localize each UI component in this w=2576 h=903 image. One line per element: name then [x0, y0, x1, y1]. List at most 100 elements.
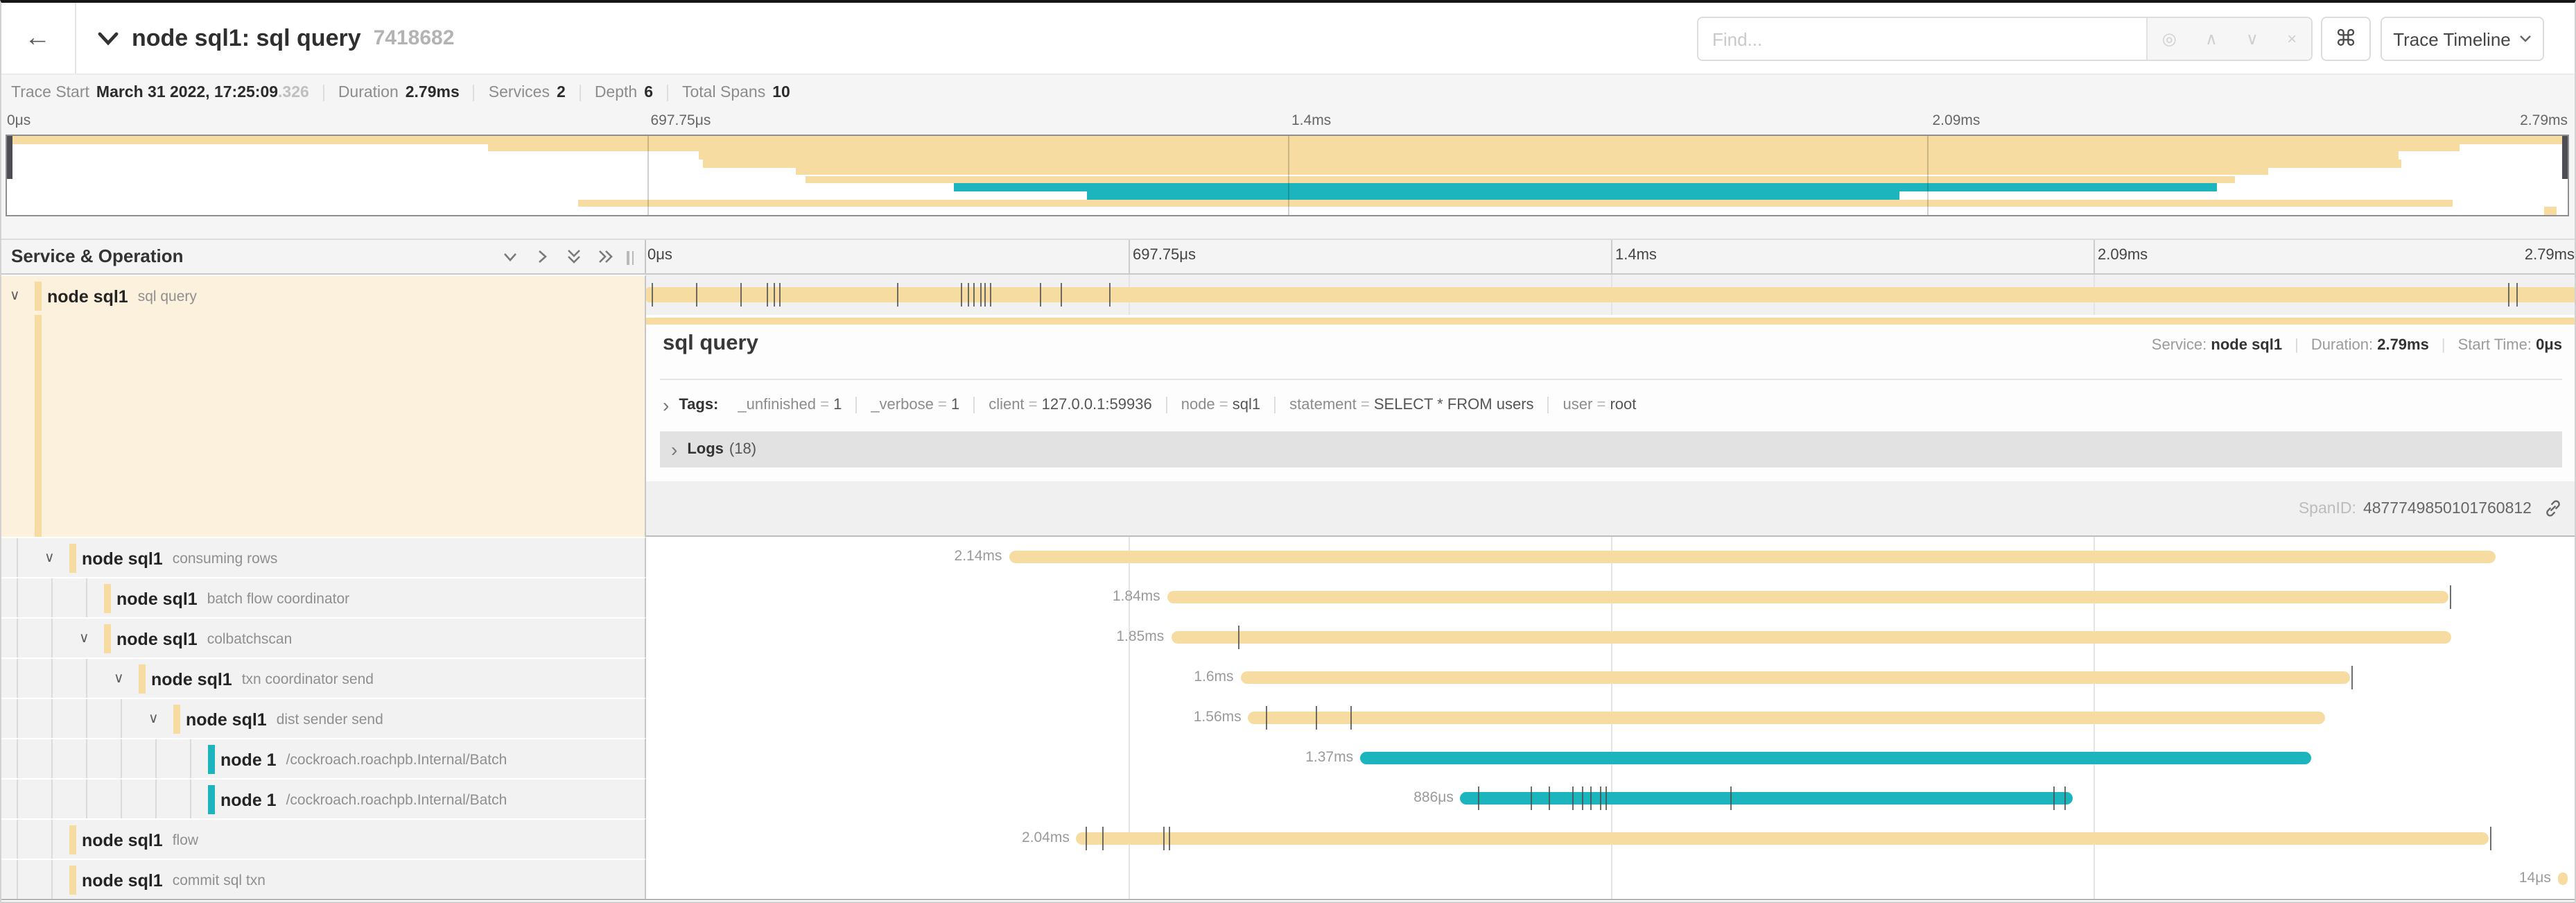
- span-bar[interactable]: [1248, 712, 2326, 724]
- span-row[interactable]: ∨ node sql1 dist sender send 1.56ms: [0, 698, 2576, 738]
- services-stat: Services 2: [475, 85, 581, 101]
- tree-row-sql-query[interactable]: ∨ node sql1 sql query: [0, 275, 646, 315]
- log-tick-mark: [740, 283, 742, 307]
- expand-one-chevron-right-icon[interactable]: [534, 248, 550, 265]
- span-row[interactable]: ∨ node sql1 consuming rows 2.14ms: [0, 537, 2576, 577]
- span-timeline-cell[interactable]: 1.56ms: [646, 698, 2576, 738]
- column-resize-grip[interactable]: [627, 251, 634, 265]
- tree-indent-guide: [190, 780, 191, 818]
- span-detail-row: sql query Service: node sql1 | Duration:…: [0, 315, 2576, 537]
- span-row[interactable]: node sql1 flow 2.04ms: [0, 818, 2576, 859]
- log-tick-mark: [2516, 283, 2518, 307]
- tree-row-commit-sql-txn[interactable]: node sql1 commit sql txn: [0, 859, 646, 899]
- view-options-button[interactable]: Trace Timeline: [2381, 17, 2544, 61]
- service-color-bar: [139, 664, 145, 694]
- span-row[interactable]: node sql1 batch flow coordinator 1.84ms: [0, 577, 2576, 617]
- collapse-trace-chevron-icon[interactable]: [97, 31, 119, 45]
- log-tick-mark: [1040, 283, 1042, 307]
- span-row[interactable]: ∨ node sql1 colbatchscan 1.85ms: [0, 617, 2576, 657]
- span-timeline-cell[interactable]: 1.84ms: [646, 577, 2576, 617]
- trace-minimap[interactable]: [6, 135, 2569, 216]
- minimap-span-bar: [577, 199, 2453, 207]
- tree-indent-guide: [17, 538, 18, 577]
- find-input[interactable]: [1698, 18, 2146, 60]
- span-bar[interactable]: [1171, 631, 2451, 644]
- ruler-gridline: [1611, 240, 1612, 273]
- span-row[interactable]: node 1/cockroach.roachpb.Internal/Batch 1…: [0, 738, 2576, 778]
- collapse-all-double-chevron-down-icon[interactable]: [566, 248, 582, 265]
- prev-result-icon[interactable]: ∧: [2205, 29, 2218, 49]
- tree-row--cockroach-roachpb-internal-batch[interactable]: node 1/cockroach.roachpb.Internal/Batch: [0, 738, 646, 778]
- logs-section[interactable]: › Logs (18): [660, 431, 2562, 467]
- span-bar[interactable]: [1167, 591, 2449, 603]
- span-bar[interactable]: [1240, 671, 2351, 684]
- tree-row-flow[interactable]: node sql1 flow: [0, 818, 646, 859]
- tags-section[interactable]: › Tags: _unfinished = 1 _verbose = 1 clien…: [663, 387, 2562, 423]
- span-name-label: node sql1 txn coordinator send: [151, 659, 374, 699]
- tree-indent-guide: [51, 578, 53, 617]
- operation-name: txn coordinator send: [241, 671, 374, 687]
- deep-link-icon[interactable]: [2544, 499, 2562, 517]
- operation-name: /cockroach.roachpb.Internal/Batch: [286, 751, 507, 768]
- trace-info-bar: Trace Start March 31 2022, 17:25:09.326 …: [0, 75, 804, 111]
- span-timeline-cell[interactable]: 1.85ms: [646, 617, 2576, 657]
- span-row[interactable]: ∨ node sql1 sql query: [0, 275, 2576, 315]
- tree-indent-guide: [86, 659, 87, 698]
- span-timeline-cell[interactable]: 1.37ms: [646, 738, 2576, 778]
- tree-indent-guide: [86, 739, 87, 778]
- span-timeline-cell[interactable]: 2.14ms: [646, 537, 2576, 577]
- tree-row-consuming-rows[interactable]: ∨ node sql1 consuming rows: [0, 537, 646, 577]
- tree-row-txn-coordinator-send[interactable]: ∨ node sql1 txn coordinator send: [0, 657, 646, 698]
- span-row[interactable]: ∨ node sql1 txn coordinator send 1.6ms: [0, 657, 2576, 698]
- tree-indent-guide: [51, 699, 53, 738]
- tree-expand-chevron-icon[interactable]: ∨: [79, 631, 89, 646]
- span-timeline-cell[interactable]: 14μs: [646, 859, 2576, 899]
- span-bar[interactable]: [1360, 752, 2312, 764]
- span-bar[interactable]: [2557, 872, 2568, 885]
- tree-row-dist-sender-send[interactable]: ∨ node sql1 dist sender send: [0, 698, 646, 738]
- span-duration-label: 2.14ms: [954, 548, 1002, 565]
- tags-expand-chevron-icon[interactable]: ›: [663, 394, 670, 416]
- tree-row-batch-flow-coordinator[interactable]: node sql1 batch flow coordinator: [0, 577, 646, 617]
- log-tick-mark: [1549, 786, 1551, 810]
- span-duration-label: 2.04ms: [1021, 829, 1070, 846]
- tree-expand-chevron-icon[interactable]: ∨: [44, 551, 55, 566]
- back-button[interactable]: ←: [0, 3, 76, 74]
- span-row[interactable]: node sql1 commit sql txn 14μs: [0, 859, 2576, 899]
- span-timeline-cell[interactable]: 1.6ms: [646, 657, 2576, 698]
- tag-pair: statement = SELECT * FROM users: [1276, 397, 1549, 413]
- span-timeline-cell[interactable]: 2.04ms: [646, 818, 2576, 859]
- ruler-axis-label: 697.75μs: [1133, 247, 1196, 264]
- span-bar[interactable]: [646, 287, 2576, 302]
- next-result-icon[interactable]: ∨: [2246, 29, 2259, 49]
- minimap-gridline: [1927, 136, 1929, 215]
- span-timeline-cell[interactable]: 886μs: [646, 778, 2576, 818]
- log-tick-mark: [2064, 786, 2066, 810]
- service-color-bar: [69, 825, 76, 854]
- span-bar[interactable]: [1076, 832, 2489, 845]
- service-color-bar: [35, 282, 41, 311]
- logs-expand-chevron-icon[interactable]: ›: [671, 438, 678, 461]
- span-row[interactable]: node 1/cockroach.roachpb.Internal/Batch 8…: [0, 778, 2576, 818]
- collapse-all-chevron-down-icon[interactable]: [502, 248, 519, 265]
- tree-expand-chevron-icon[interactable]: ∨: [10, 289, 20, 304]
- span-id-label: SpanID:: [2298, 500, 2356, 517]
- operation-name: batch flow coordinator: [207, 590, 350, 607]
- span-bar[interactable]: [1460, 792, 2073, 805]
- tree-expand-chevron-icon[interactable]: ∨: [148, 712, 159, 727]
- viewport-left-scrubber[interactable]: [7, 136, 12, 180]
- span-timeline-cell[interactable]: [646, 275, 2576, 315]
- expand-all-double-chevron-right-icon[interactable]: [598, 248, 614, 265]
- minimap-axis-label: 1.4ms: [1291, 112, 1332, 129]
- viewport-right-scrubber[interactable]: [2562, 136, 2568, 180]
- log-tick-mark: [1605, 786, 1607, 810]
- service-operation-title: Service & Operation: [11, 246, 184, 266]
- span-bar[interactable]: [1009, 551, 2496, 563]
- locate-icon[interactable]: ◎: [2161, 29, 2177, 49]
- clear-find-icon[interactable]: ×: [2287, 29, 2297, 49]
- tree-row-colbatchscan[interactable]: ∨ node sql1 colbatchscan: [0, 617, 646, 657]
- tree-expand-chevron-icon[interactable]: ∨: [114, 671, 124, 687]
- keyboard-shortcuts-button[interactable]: ⌘: [2321, 17, 2371, 61]
- tree-row--cockroach-roachpb-internal-batch[interactable]: node 1/cockroach.roachpb.Internal/Batch: [0, 778, 646, 818]
